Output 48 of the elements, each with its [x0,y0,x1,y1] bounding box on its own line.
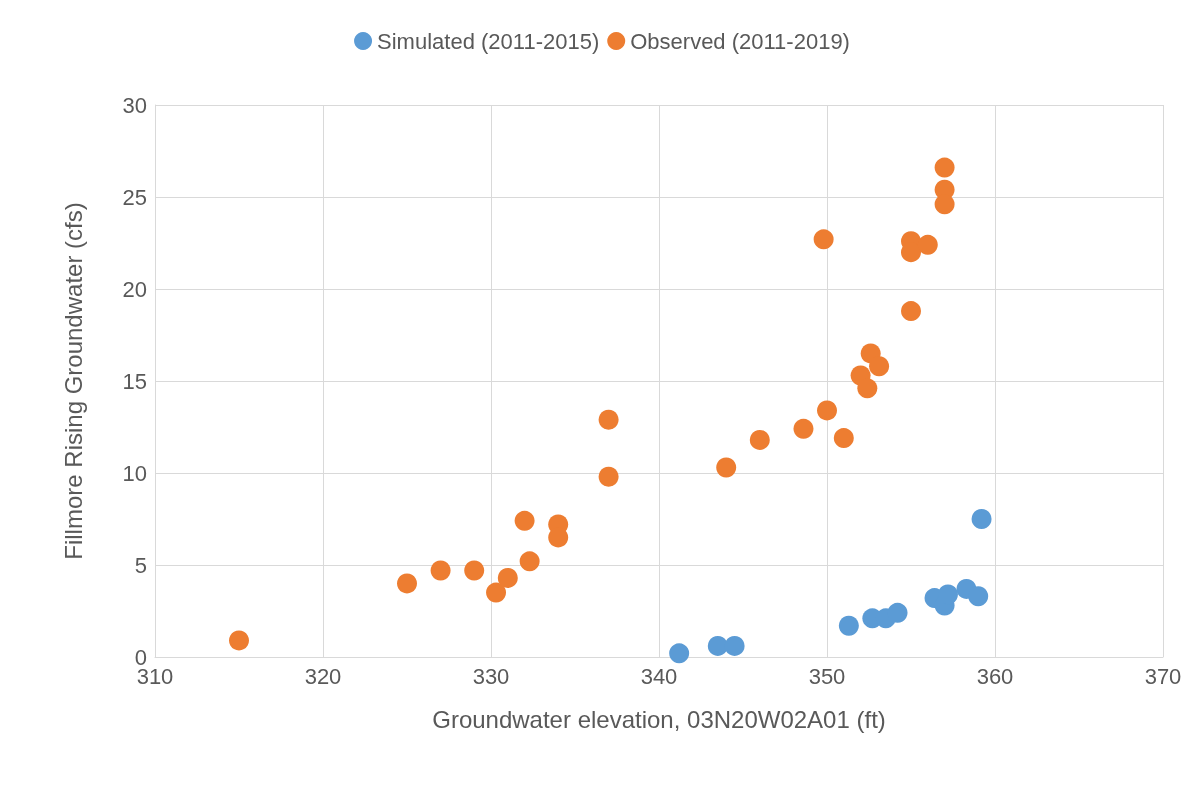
y-tick-label: 5 [134,552,147,578]
point [833,428,854,449]
y-axis-title: Fillmore Rising Groundwater (cfs) [59,202,87,560]
x-tick-label: 340 [640,663,678,689]
point [917,234,938,255]
point [971,509,992,529]
point [598,409,619,430]
point [869,356,890,377]
x-tick-label: 320 [304,663,342,689]
x-tick-label: 330 [472,663,510,689]
x-tick-label: 350 [808,663,846,689]
point [514,510,535,531]
point [707,635,728,656]
point [486,582,507,603]
point [669,643,690,664]
point [838,615,859,636]
point [937,584,958,605]
point [793,418,814,439]
legend-label: Simulated (2011-2015) [377,28,600,54]
point [887,602,908,623]
point [901,301,921,322]
point [519,551,540,572]
point [397,573,417,594]
y-tick-label: 15 [122,368,147,394]
x-axis-title: Groundwater elevation, 03N20W02A01 (ft) [432,705,886,733]
x-tick-label: 360 [976,663,1014,689]
point [934,194,955,215]
x-tick-label: 370 [1144,663,1182,689]
y-tick-label: 25 [122,184,147,210]
point [934,157,955,178]
y-tick-label: 30 [122,92,147,118]
point [817,400,837,421]
point [548,527,569,548]
point [857,378,878,399]
point [749,429,770,450]
point [497,567,518,588]
point [229,630,249,651]
point [716,457,737,478]
y-tick-label: 0 [134,644,147,670]
point [598,466,619,487]
point [968,586,989,607]
point [724,635,745,656]
y-tick-label: 20 [122,276,147,302]
y-tick-label: 10 [122,460,147,486]
legend-label: Observed (2011-2019) [630,28,850,54]
point [430,560,451,581]
point [464,560,485,581]
point [813,229,834,250]
